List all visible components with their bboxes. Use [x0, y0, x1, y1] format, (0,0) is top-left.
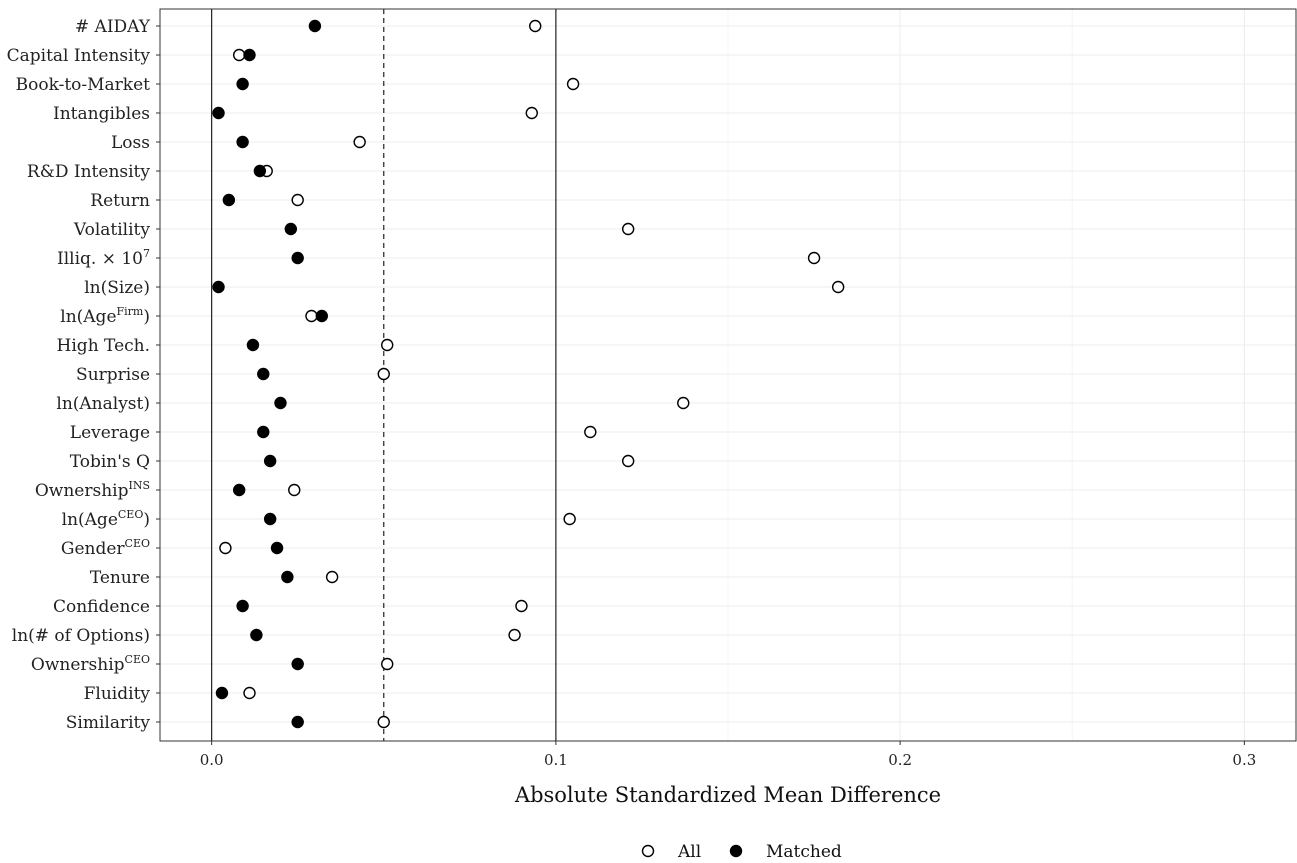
point-matched [274, 396, 287, 410]
legend-key-all [641, 844, 655, 858]
y-tick-label: Intangibles [53, 104, 150, 124]
point-matched [315, 309, 328, 323]
y-tick-label: ln(AgeFirm) [60, 305, 150, 327]
point-matched [222, 193, 236, 207]
point-matched [308, 19, 322, 33]
point-matched [212, 106, 225, 120]
point-all [621, 454, 635, 468]
point-matched [243, 48, 256, 62]
point-matched [236, 135, 249, 149]
y-tick-label: Surprise [76, 365, 150, 385]
point-matched [236, 77, 249, 91]
y-tick-label: ln(AgeCEO) [62, 508, 150, 530]
y-tick-label: OwnershipINS [35, 479, 150, 501]
point-matched [291, 251, 304, 265]
grid-lines [160, 9, 1296, 741]
point-all [677, 396, 690, 410]
point-all [288, 483, 301, 497]
data-points [212, 19, 845, 729]
point-all [621, 222, 635, 236]
point-all [831, 280, 845, 294]
y-tick-label: High Tech. [57, 336, 150, 356]
y-tick-label: R&D Intensity [27, 162, 150, 182]
point-all [243, 686, 256, 700]
point-matched [263, 512, 277, 526]
point-matched [212, 280, 225, 294]
point-all [807, 251, 821, 265]
legend-key-matched [729, 844, 743, 858]
y-tick-label: OwnershipCEO [31, 653, 150, 675]
point-all [529, 19, 542, 33]
point-matched [257, 425, 270, 439]
point-matched [270, 541, 284, 555]
y-tick-label: ln(Analyst) [56, 394, 150, 414]
point-all [325, 570, 339, 584]
point-matched [257, 367, 270, 381]
y-tick-label: ln(# of Options) [12, 626, 150, 646]
x-tick-label: 0.3 [1232, 751, 1256, 769]
point-all [584, 425, 597, 439]
y-tick-label: Similarity [66, 713, 151, 733]
x-tick-label: 0.0 [200, 751, 224, 769]
y-tick-label: Leverage [70, 423, 150, 443]
point-matched [215, 686, 229, 700]
point-all [305, 309, 318, 323]
point-all [377, 715, 390, 729]
y-tick-label: GenderCEO [61, 537, 150, 559]
point-matched [291, 715, 304, 729]
point-all [563, 512, 576, 526]
point-all [381, 657, 394, 671]
y-tick-label: Illiq. × 107 [57, 247, 150, 269]
point-matched [236, 599, 249, 613]
y-tick-label: Capital Intensity [7, 46, 151, 66]
point-all [566, 77, 580, 91]
y-tick-label: ln(Size) [84, 278, 150, 298]
y-tick-label: Book-to-Market [16, 75, 151, 95]
point-all [219, 541, 232, 555]
x-axis-ticks: 0.0 0.1 0.2 0.3 [200, 741, 1256, 769]
point-matched [263, 454, 277, 468]
point-matched [253, 164, 267, 178]
reference-lines [211, 9, 557, 741]
legend-label: All [677, 842, 701, 862]
point-all [377, 367, 390, 381]
x-tick-label: 0.1 [544, 751, 568, 769]
y-tick-label: Tenure [90, 568, 150, 588]
point-all [381, 338, 394, 352]
point-matched [232, 483, 246, 497]
y-tick-label: # AIDAY [75, 17, 151, 37]
y-tick-label: Return [90, 191, 150, 211]
legend: All Matched [641, 842, 842, 862]
y-tick-label: Fluidity [84, 684, 151, 704]
legend-label: Matched [766, 842, 842, 862]
plot-panel-border [159, 8, 1297, 742]
x-tick-label: 0.2 [888, 751, 912, 769]
point-matched [291, 657, 304, 671]
point-all [525, 106, 538, 120]
point-matched [284, 222, 298, 236]
point-all [291, 193, 304, 207]
point-all [515, 599, 528, 613]
y-tick-label: Loss [111, 133, 150, 153]
y-tick-label: Confidence [53, 597, 150, 617]
point-all [232, 48, 246, 62]
point-matched [281, 570, 294, 584]
point-all [353, 135, 366, 149]
point-matched [246, 338, 260, 352]
point-matched [250, 628, 263, 642]
x-axis-title: Absolute Standardized Mean Difference [514, 783, 941, 807]
y-tick-label: Tobin's Q [70, 452, 150, 472]
y-tick-label: Volatility [73, 220, 150, 240]
point-all [508, 628, 521, 642]
y-axis-labels: # AIDAY Capital Intensity Book-to-Market In… [7, 17, 160, 733]
